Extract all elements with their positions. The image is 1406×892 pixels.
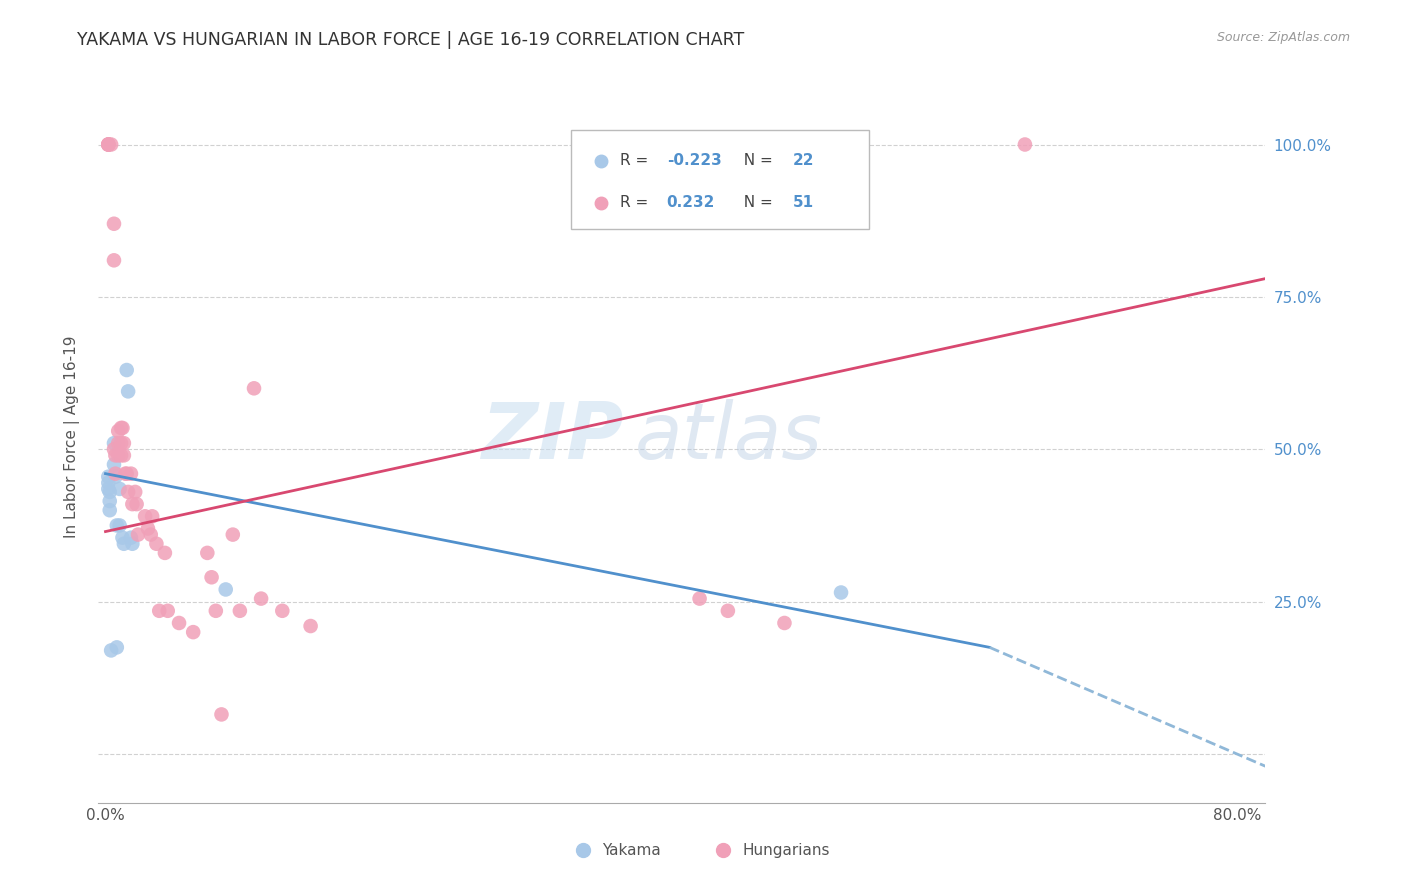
Point xyxy=(195,546,218,560)
Point xyxy=(181,625,204,640)
Text: ZIP: ZIP xyxy=(481,399,624,475)
Point xyxy=(103,253,125,268)
Point xyxy=(104,469,127,483)
Point xyxy=(110,436,132,450)
Point xyxy=(104,448,127,462)
Point xyxy=(153,546,176,560)
Point xyxy=(110,448,132,462)
Point xyxy=(111,531,134,545)
Point xyxy=(98,494,121,508)
Point xyxy=(104,467,127,481)
Point xyxy=(112,436,135,450)
Point xyxy=(114,467,136,481)
Point xyxy=(830,585,852,599)
Point xyxy=(215,582,238,597)
Point xyxy=(211,707,233,722)
Point xyxy=(121,497,143,511)
Point xyxy=(98,485,121,500)
Point xyxy=(103,436,125,450)
Point xyxy=(97,469,120,483)
Point xyxy=(229,604,252,618)
Point xyxy=(717,604,740,618)
Point xyxy=(100,643,122,657)
Point xyxy=(103,442,125,457)
Point xyxy=(222,527,245,541)
Point xyxy=(117,384,139,399)
Point xyxy=(108,518,131,533)
Point xyxy=(121,537,143,551)
Point xyxy=(105,640,128,655)
Text: YAKAMA VS HUNGARIAN IN LABOR FORCE | AGE 16-19 CORRELATION CHART: YAKAMA VS HUNGARIAN IN LABOR FORCE | AGE… xyxy=(77,31,745,49)
Text: Hungarians: Hungarians xyxy=(742,843,830,858)
Point xyxy=(112,448,135,462)
Point xyxy=(136,521,159,535)
Point xyxy=(250,591,273,606)
Point xyxy=(299,619,322,633)
Point xyxy=(145,537,167,551)
Text: 22: 22 xyxy=(793,153,814,169)
Text: 0.232: 0.232 xyxy=(666,195,716,211)
Text: N =: N = xyxy=(734,195,778,211)
Point xyxy=(1014,137,1036,152)
Point xyxy=(127,527,149,541)
Point xyxy=(107,436,129,450)
Point xyxy=(110,421,132,435)
Point xyxy=(139,527,162,541)
Point xyxy=(103,217,125,231)
Text: R =: R = xyxy=(620,195,658,211)
Point xyxy=(200,570,222,584)
Point xyxy=(134,509,156,524)
Point xyxy=(97,137,120,152)
Point xyxy=(97,137,120,152)
Point xyxy=(271,604,294,618)
Point xyxy=(689,591,711,606)
FancyBboxPatch shape xyxy=(571,130,869,228)
Point xyxy=(120,467,142,481)
Point xyxy=(97,137,120,152)
Text: Yakama: Yakama xyxy=(603,843,661,858)
Point xyxy=(97,482,120,496)
Point xyxy=(773,615,796,630)
Point xyxy=(205,604,228,618)
Point xyxy=(117,485,139,500)
Text: -0.223: -0.223 xyxy=(666,153,721,169)
Point xyxy=(125,497,148,511)
Point xyxy=(156,604,179,618)
Point xyxy=(120,531,142,545)
Point xyxy=(103,458,125,472)
Point xyxy=(141,509,163,524)
Point xyxy=(105,518,128,533)
Text: Source: ZipAtlas.com: Source: ZipAtlas.com xyxy=(1216,31,1350,45)
Point xyxy=(97,475,120,490)
Point xyxy=(115,467,138,481)
Text: N =: N = xyxy=(734,153,778,169)
Text: atlas: atlas xyxy=(636,399,823,475)
Y-axis label: In Labor Force | Age 16-19: In Labor Force | Age 16-19 xyxy=(63,335,80,539)
Point xyxy=(97,137,120,152)
Point xyxy=(124,485,146,500)
Point xyxy=(167,615,190,630)
Text: 51: 51 xyxy=(793,195,814,211)
Point xyxy=(112,537,135,551)
Point xyxy=(108,482,131,496)
Point xyxy=(148,604,170,618)
Point xyxy=(115,363,138,377)
Point xyxy=(107,424,129,438)
Point xyxy=(107,448,129,462)
Point xyxy=(111,421,134,435)
Text: R =: R = xyxy=(620,153,654,169)
Point xyxy=(98,503,121,517)
Point xyxy=(243,381,266,395)
Point xyxy=(100,137,122,152)
